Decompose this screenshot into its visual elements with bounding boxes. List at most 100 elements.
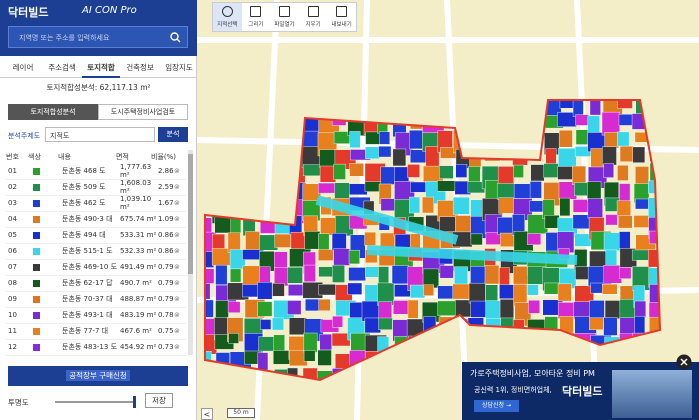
corridor [366,245,578,265]
row-number: 12 [8,343,17,351]
table-row[interactable]: 11 둔촌동 77-7 대 467.6 m² 0.75 ⊗ [6,323,186,340]
scale-bar: 50 m [227,408,255,418]
row-content: 둔촌동 77-7 대 [62,327,109,335]
parcel [364,370,387,380]
row-remove[interactable]: ⊗ [174,263,180,271]
row-ratio: 1.09 [158,215,174,223]
parcel [378,146,392,158]
parcel [648,180,659,194]
parcel [379,388,390,405]
row-content: 둔촌동 483-13 도 [62,343,118,351]
row-remove[interactable]: ⊗ [174,327,180,335]
column-header: 비율(%) [151,153,176,161]
row-remove[interactable]: ⊗ [174,183,180,191]
parcel [378,266,389,284]
ad-line1: 가로주택정비사업, 모아타운 정비 PM [470,369,595,378]
parcel [392,148,407,167]
collapse-button[interactable]: < [201,408,213,420]
table-row[interactable]: 08 둔촌동 62-17 답 490.7 m² 0.79 ⊗ [6,275,186,292]
parcel [616,200,631,217]
tool-button[interactable]: 그리기 [242,3,271,31]
parcel [499,100,516,108]
parcel [275,182,286,201]
parcel [467,332,485,356]
parcel [544,282,561,295]
table-row[interactable]: 10 둔촌동 493-1 대 483.19 m² 0.78 ⊗ [6,307,186,324]
tab[interactable]: 레이어 [12,63,34,72]
parcel [635,166,649,185]
row-remove[interactable]: ⊗ [174,215,180,223]
row-remove[interactable]: ⊗ [174,343,180,351]
theme-select[interactable]: 지적도 [45,127,155,142]
parcel [197,388,212,400]
parcel [228,333,239,344]
parcel [393,300,411,315]
row-number: 06 [8,247,17,255]
tab[interactable]: 주소검색 [48,63,76,72]
parcel [318,298,331,312]
tool-button[interactable]: 지적선택 [213,3,242,31]
row-area: 467.6 m² [120,327,152,335]
parcel [364,231,376,246]
parcel [364,317,381,334]
parcel [440,334,455,353]
table-row[interactable]: 04 둔촌동 490-3 대 675.74 m² 1.09 ⊗ [6,211,186,228]
tool-label: 지적선택 [217,22,238,28]
tool-button[interactable]: 파일열기 [270,3,299,31]
tab[interactable]: 건축정보 [126,63,154,72]
tool-button[interactable]: 내보내기 [327,3,356,31]
parcel [318,249,334,261]
sub-tab[interactable]: 토지적합성분석 [8,104,98,120]
tool-label: 그리기 [248,22,264,28]
table-row[interactable]: 09 둔촌동 70-37 대 488.87 m² 0.79 ⊗ [6,291,186,308]
row-ratio: 0.86 [158,231,174,239]
parcel [632,146,646,163]
row-remove[interactable]: ⊗ [174,199,180,207]
corridor [315,195,459,245]
row-remove[interactable]: ⊗ [174,295,180,303]
table-row[interactable]: 02 둔촌동 509 도 1,608.03 m² 2.59 ⊗ [6,179,186,196]
parcel [317,349,332,366]
row-area: 491.49 m² [120,263,157,271]
purchase-button[interactable]: 공적장부 구매신청 [8,366,188,386]
parcel [470,114,485,128]
search-box[interactable]: 지역명 또는 주소를 입력하세요 [8,26,188,48]
table-row[interactable]: 12 둔촌동 483-13 도 454.92 m² 0.73 ⊗ [6,339,186,356]
table-row[interactable]: 05 둔촌동 494 대 533.31 m² 0.86 ⊗ [6,227,186,244]
table-row[interactable]: 06 둔촌동 515-1 도 532.33 m² 0.86 ⊗ [6,243,186,260]
opacity-slider[interactable] [55,396,136,408]
row-number: 02 [8,183,17,191]
tab[interactable]: 임장지도 [165,63,193,72]
row-remove[interactable]: ⊗ [174,279,180,287]
row-remove[interactable]: ⊗ [174,231,180,239]
parcel [348,249,360,265]
parcel [319,165,337,183]
ad-banner[interactable]: 가로주택정비사업, 모아타운 정비 PM 공신력 1위, 정비면허업체, 닥터빌… [462,362,699,420]
ad-cta[interactable]: 상담신청 → [474,400,519,412]
sub-tab[interactable]: 도시주택정비사업검토 [98,104,188,120]
table-row[interactable]: 03 둔촌동 462 도 1,039.10 m² 1.67 ⊗ [6,195,186,212]
row-remove[interactable]: ⊗ [174,167,180,175]
parcel [394,351,417,364]
parcel [245,231,260,252]
parcel [619,145,634,162]
parcel [544,316,558,335]
row-ratio: 0.78 [158,311,174,319]
tab[interactable]: 토지적합 [82,62,120,78]
tool-button[interactable]: 지우기 [299,3,328,31]
parcel [512,100,528,121]
parcel [423,335,437,350]
save-button[interactable]: 저장 [145,393,173,408]
table-row[interactable]: 01 둔촌동 468 도 1,777.63 m² 2.86 ⊗ [6,163,186,180]
row-remove[interactable]: ⊗ [174,311,180,319]
table-row[interactable]: 07 둔촌동 469-10 도 491.49 m² 0.79 ⊗ [6,259,186,276]
analyze-button[interactable]: 분석 [158,127,188,142]
parcel [378,100,391,118]
row-ratio: 1.67 [158,199,174,207]
parcel [349,131,361,148]
row-color [33,295,40,303]
parcel [528,300,541,314]
ad-close[interactable] [676,354,692,370]
row-remove[interactable]: ⊗ [174,247,180,255]
product: AI CON Pro [82,5,137,16]
